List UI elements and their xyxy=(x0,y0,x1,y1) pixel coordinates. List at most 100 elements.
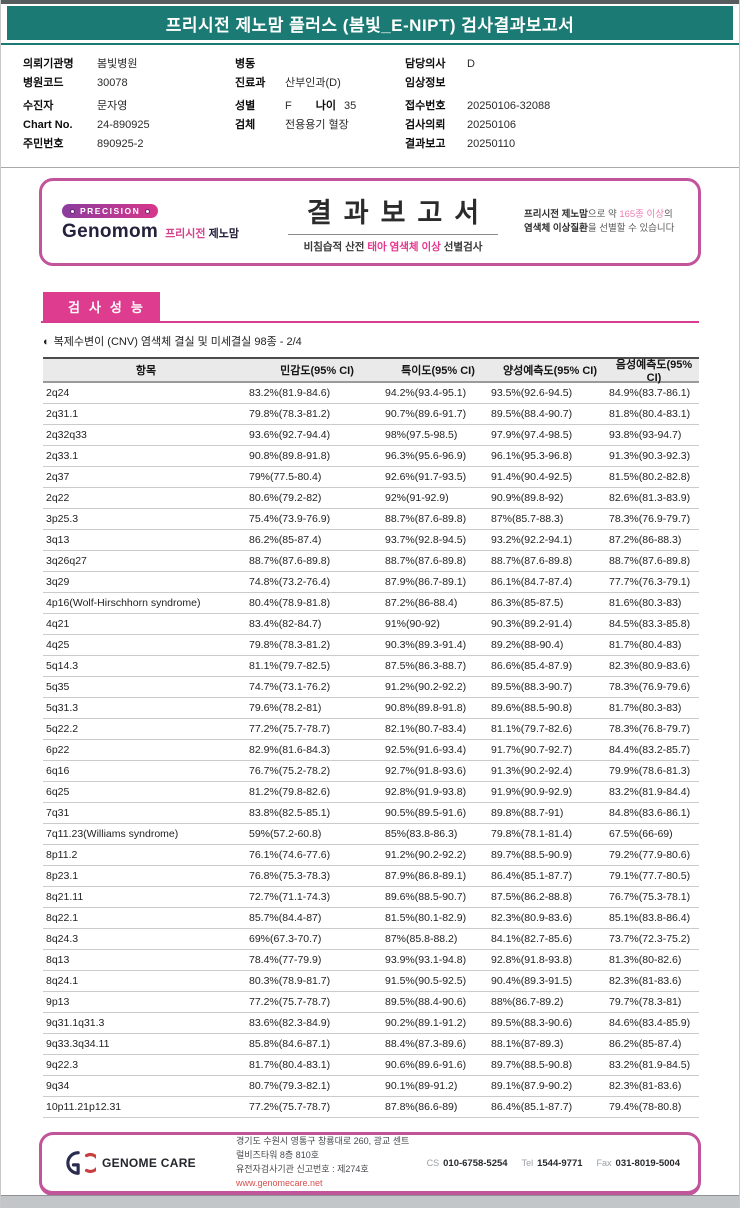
cell-npv: 84.5%(83.3-85.8) xyxy=(609,618,691,630)
patient-info-row: 수진자 문자영 xyxy=(23,98,235,114)
cell-npv: 79.7%(78.3-81) xyxy=(609,996,682,1008)
cell-specificity: 91.2%(90.2-92.2) xyxy=(385,681,467,693)
patient-info-row: 검사의뢰 20250106 xyxy=(405,117,729,133)
table-row: 3q26q27 88.7%(87.6-89.8) 88.7%(87.6-89.8… xyxy=(43,551,699,572)
cell-specificity: 93.7%(92.8-94.5) xyxy=(385,534,467,546)
info-label: 병원코드 xyxy=(23,77,64,89)
cell-specificity: 91%(90-92) xyxy=(385,618,440,630)
cell-specificity: 90.1%(89-91.2) xyxy=(385,1080,458,1092)
cell-item: 7q31 xyxy=(46,807,70,819)
cell-npv: 93.8%(93-94.7) xyxy=(609,429,682,441)
cell-item: 8q21.11 xyxy=(46,891,84,903)
patient-info-row: 결과보고 20250110 xyxy=(405,136,729,152)
cell-ppv: 86.4%(85.1-87.7) xyxy=(491,870,573,882)
info-value: 30078 xyxy=(97,77,128,89)
cell-npv: 82.3%(81-83.6) xyxy=(609,975,682,987)
info-label: 병동 xyxy=(235,58,256,70)
title-underline xyxy=(1,43,739,45)
cell-specificity: 82.1%(80.7-83.4) xyxy=(385,723,467,735)
cell-npv: 82.3%(81-83.6) xyxy=(609,1080,682,1092)
contact-value: 1544-9771 xyxy=(537,1157,583,1169)
patient-info-row: 병동 xyxy=(235,56,405,72)
patient-info-col-1: 의뢰기관명 봄빛병원 병원코드 30078 수진자 문자영 xyxy=(23,56,235,155)
cell-item: 5q31.3 xyxy=(46,702,79,714)
cell-specificity: 90.6%(89.6-91.6) xyxy=(385,1059,467,1071)
info-label: 주민번호 xyxy=(23,138,64,150)
cell-item: 8q22.1 xyxy=(46,912,79,924)
cell-ppv: 97.9%(97.4-98.5) xyxy=(491,429,573,441)
brand-kor-dark: 제노맘 xyxy=(208,228,239,241)
brand-korean-name: 프리시전 제노맘 xyxy=(165,225,239,241)
cell-ppv: 92.8%(91.8-93.8) xyxy=(491,954,573,966)
note-mid: 으로 약 xyxy=(587,208,620,220)
table-row: 6p22 82.9%(81.6-84.3) 92.5%(91.6-93.4) 9… xyxy=(43,740,699,761)
info-label: 임상정보 xyxy=(405,77,446,89)
table-header-row: 항목 민감도(95% CI) 특이도(95% CI) 양성예측도(95% CI)… xyxy=(43,359,699,384)
table-row: 3q13 86.2%(85-87.4) 93.7%(92.8-94.5) 93.… xyxy=(43,530,699,551)
genome-care-logo: GENOME CARE xyxy=(64,1149,222,1177)
table-row: 3q29 74.8%(73.2-76.4) 87.9%(86.7-89.1) 8… xyxy=(43,572,699,593)
cell-npv: 79.9%(78.6-81.3) xyxy=(609,765,691,777)
table-row: 5q22.2 77.2%(75.7-78.7) 82.1%(80.7-83.4)… xyxy=(43,719,699,740)
cell-sensitivity: 88.7%(87.6-89.8) xyxy=(249,555,331,567)
contact-entry: Tel 1544-9771 xyxy=(522,1158,583,1169)
cell-item: 2q31.1 xyxy=(46,408,79,420)
cell-sensitivity: 80.3%(78.9-81.7) xyxy=(249,975,331,987)
cell-ppv: 89.7%(88.5-90.8) xyxy=(491,1059,573,1071)
cell-sensitivity: 79%(77.5-80.4) xyxy=(249,471,322,483)
cell-specificity: 92.7%(91.8-93.6) xyxy=(385,765,467,777)
note-pink: 165종 이상 xyxy=(619,208,665,220)
cell-item: 4p16(Wolf-Hirschhorn syndrome) xyxy=(46,597,201,609)
cell-sensitivity: 83.2%(81.9-84.6) xyxy=(249,387,331,399)
table-row: 2q22 80.6%(79.2-82) 92%(91-92.9) 90.9%(8… xyxy=(43,488,699,509)
cell-specificity: 89.5%(88.4-90.6) xyxy=(385,996,467,1008)
table-row: 6q16 76.7%(75.2-78.2) 92.7%(91.8-93.6) 9… xyxy=(43,761,699,782)
cell-sensitivity: 80.7%(79.3-82.1) xyxy=(249,1080,331,1092)
cell-npv: 83.2%(81.9-84.4) xyxy=(609,786,691,798)
cell-sensitivity: 80.6%(79.2-82) xyxy=(249,492,322,504)
cell-sensitivity: 76.8%(75.3-78.3) xyxy=(249,870,331,882)
cell-sensitivity: 83.4%(82-84.7) xyxy=(249,618,322,630)
report-title-text: 프리시전 제노맘 플러스 (봄빛_E-NIPT) 검사결과보고서 xyxy=(165,15,575,35)
cell-ppv: 87.5%(86.2-88.8) xyxy=(491,891,573,903)
cell-specificity: 87.9%(86.7-89.1) xyxy=(385,576,467,588)
cell-sensitivity: 59%(57.2-60.8) xyxy=(249,828,322,840)
info-label: 검체 xyxy=(235,119,256,131)
genomom-logo: PRECISION Genomom 프리시전 제노맘 xyxy=(62,201,262,244)
cell-ppv: 90.9%(89.8-92) xyxy=(491,492,564,504)
cell-ppv: 89.7%(88.5-90.9) xyxy=(491,849,573,861)
cell-item: 2q24 xyxy=(46,387,70,399)
patient-info-row: 담당의사 D xyxy=(405,56,729,72)
cell-item: 10p11.21p12.31 xyxy=(46,1101,122,1113)
cell-specificity: 88.7%(87.6-89.8) xyxy=(385,555,467,567)
cell-specificity: 87.8%(86.6-89) xyxy=(385,1101,458,1113)
section-rule: 검사성능 xyxy=(41,292,699,323)
cell-item: 8q24.1 xyxy=(46,975,79,987)
table-header-specificity: 특이도(95% CI) xyxy=(401,365,475,377)
cell-ppv: 88.1%(87-89.3) xyxy=(491,1038,564,1050)
cell-sensitivity: 81.1%(79.7-82.5) xyxy=(249,660,331,672)
cell-npv: 91.3%(90.3-92.3) xyxy=(609,450,691,462)
subtitle-pre: 비침습적 산전 xyxy=(303,240,368,253)
cell-npv: 77.7%(76.3-79.1) xyxy=(609,576,691,588)
cell-ppv: 90.4%(89.3-91.5) xyxy=(491,975,573,987)
table-row: 4p16(Wolf-Hirschhorn syndrome) 80.4%(78.… xyxy=(43,593,699,614)
info-label: Chart No. xyxy=(23,119,73,131)
cell-specificity: 91.5%(90.5-92.5) xyxy=(385,975,467,987)
cell-npv: 73.7%(72.3-75.2) xyxy=(609,933,691,945)
cell-npv: 79.4%(78-80.8) xyxy=(609,1101,682,1113)
info-label: 검사의뢰 xyxy=(405,119,446,131)
info-value: 20250110 xyxy=(467,138,516,150)
window-bottom-edge xyxy=(1,1195,739,1208)
company-registration: 유전자검사기관 신고번호 : 제274호 xyxy=(236,1164,369,1174)
cell-sensitivity: 82.9%(81.6-84.3) xyxy=(249,744,331,756)
cell-ppv: 79.8%(78.1-81.4) xyxy=(491,828,573,840)
cell-sensitivity: 90.8%(89.8-91.8) xyxy=(249,450,331,462)
patient-info-row: 임상정보 xyxy=(405,75,729,91)
cell-npv: 76.7%(75.3-78.1) xyxy=(609,891,691,903)
cell-ppv: 89.5%(88.3-90.6) xyxy=(491,1017,573,1029)
patient-info-row: 검체 전용용기 혈장 xyxy=(235,117,405,133)
cell-npv: 81.8%(80.4-83.1) xyxy=(609,408,691,420)
company-address-line1: 경기도 수원시 영통구 창룡대로 260, 광교 센트럴비즈타워 8층 810호 xyxy=(236,1136,410,1161)
info-label: 의뢰기관명 xyxy=(23,58,74,70)
